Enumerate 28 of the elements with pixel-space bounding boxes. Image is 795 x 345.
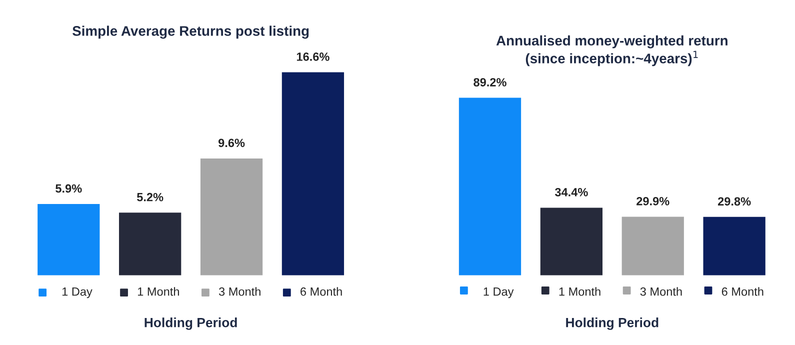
chart-title: Annualised money-weighted return (since inception:~4years)$^{1}$ <box>496 35 728 66</box>
bar <box>538 206 604 276</box>
bar <box>620 215 686 276</box>
bar <box>199 157 264 276</box>
bar <box>702 216 767 276</box>
data-label: 16.6% <box>296 52 330 61</box>
x-tick-label: 6 Month <box>722 287 764 296</box>
x-tick-label: 1 Day <box>484 288 514 298</box>
data-label: 29.8% <box>718 197 751 206</box>
chart-title: Simple Average Returns post listing <box>72 26 309 39</box>
x-tick-label: 3 Month <box>640 287 682 296</box>
bar <box>36 202 102 276</box>
data-label: 34.4% <box>554 188 588 196</box>
data-label: 5.9% <box>56 184 82 193</box>
x-tick-label: 6 Month <box>300 287 342 296</box>
x-tick-label: 1 Month <box>559 287 600 296</box>
bar <box>280 70 346 276</box>
x-axis-title: Holding Period <box>566 318 658 330</box>
data-label: 89.2% <box>474 78 506 86</box>
x-axis-title: Holding Period <box>144 318 237 330</box>
data-label: 29.9% <box>636 197 670 206</box>
data-label: 9.6% <box>218 138 245 148</box>
x-tick-label: 1 Month <box>138 287 179 296</box>
bar <box>118 211 183 276</box>
x-tick-label: 1 Day <box>62 288 92 298</box>
x-tick-label: 3 Month <box>218 287 260 296</box>
bar <box>458 96 522 276</box>
data-label: 5.2% <box>136 192 164 202</box>
